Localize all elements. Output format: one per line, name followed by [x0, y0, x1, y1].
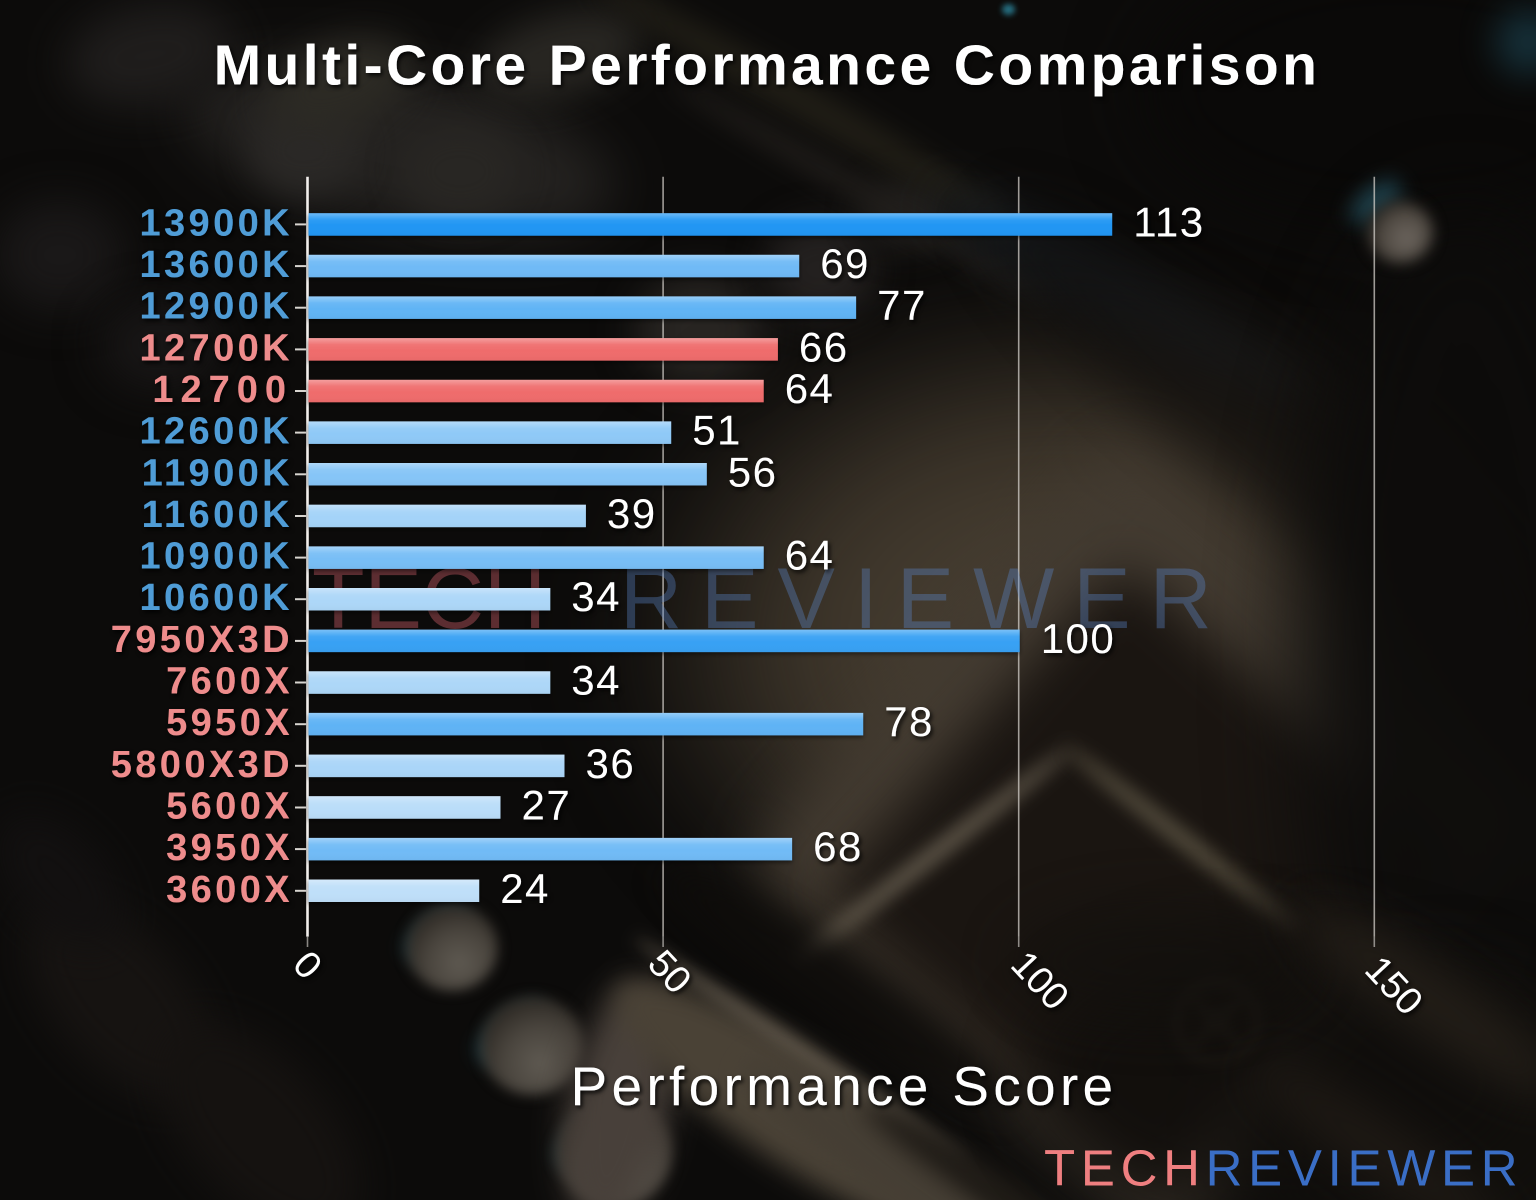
- svg-text:66: 66: [799, 323, 849, 370]
- svg-text:10600K: 10600K: [139, 577, 293, 619]
- svg-text:3600X: 3600X: [166, 869, 293, 911]
- svg-text:24: 24: [500, 865, 550, 912]
- svg-text:36: 36: [586, 740, 636, 787]
- svg-text:51: 51: [692, 407, 742, 454]
- svg-text:150: 150: [1356, 948, 1430, 1023]
- svg-text:50: 50: [639, 942, 699, 1002]
- svg-text:Performance Score: Performance Score: [571, 1055, 1118, 1117]
- svg-text:7950X3D: 7950X3D: [111, 619, 293, 661]
- svg-text:12600K: 12600K: [139, 411, 293, 453]
- svg-text:TECHREVIEWER: TECHREVIEWER: [1044, 1140, 1523, 1197]
- svg-text:27: 27: [522, 782, 572, 829]
- svg-text:68: 68: [813, 823, 863, 870]
- svg-text:34: 34: [571, 573, 621, 620]
- svg-text:11600K: 11600K: [142, 494, 293, 536]
- svg-text:39: 39: [607, 490, 657, 537]
- svg-text:10900K: 10900K: [139, 536, 293, 578]
- svg-text:100: 100: [1002, 943, 1076, 1018]
- svg-text:7600X: 7600X: [166, 661, 293, 703]
- svg-text:0: 0: [284, 943, 329, 987]
- svg-text:5800X3D: 5800X3D: [111, 744, 293, 786]
- svg-text:5950X: 5950X: [166, 702, 293, 744]
- svg-text:13900K: 13900K: [139, 202, 293, 244]
- svg-text:12700: 12700: [152, 369, 293, 411]
- svg-text:69: 69: [820, 240, 870, 287]
- svg-text:100: 100: [1041, 615, 1116, 662]
- svg-text:11900K: 11900K: [142, 452, 293, 494]
- svg-text:Multi-Core Performance Compari: Multi-Core Performance Comparison: [214, 34, 1321, 98]
- svg-text:64: 64: [785, 532, 835, 579]
- svg-text:77: 77: [877, 282, 927, 329]
- svg-text:12900K: 12900K: [139, 286, 293, 328]
- svg-text:56: 56: [728, 448, 778, 495]
- svg-text:64: 64: [785, 365, 835, 412]
- svg-text:5600X: 5600X: [166, 786, 293, 828]
- svg-text:3950X: 3950X: [166, 827, 293, 869]
- svg-text:113: 113: [1133, 198, 1204, 245]
- svg-text:78: 78: [884, 698, 934, 745]
- svg-text:34: 34: [571, 657, 621, 704]
- svg-text:13600K: 13600K: [139, 244, 293, 286]
- svg-text:12700K: 12700K: [139, 327, 293, 369]
